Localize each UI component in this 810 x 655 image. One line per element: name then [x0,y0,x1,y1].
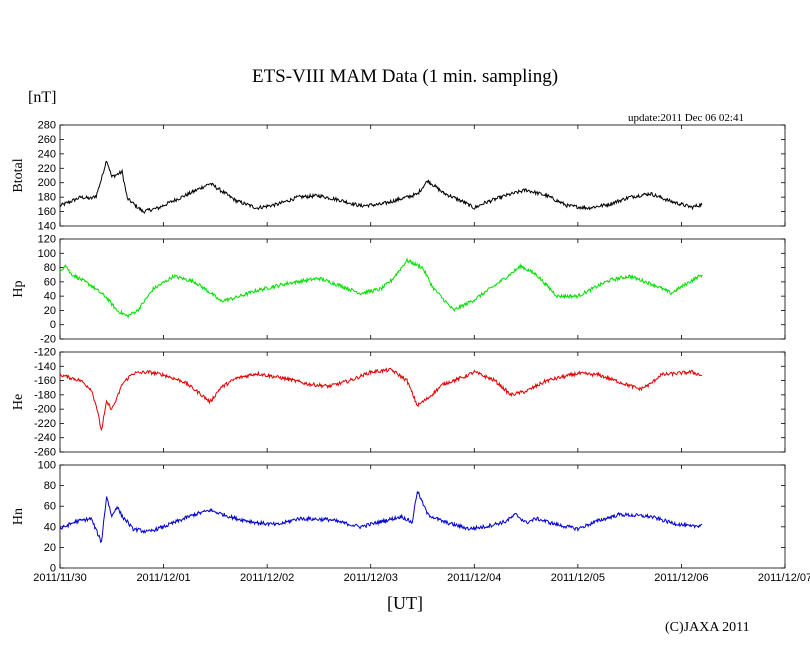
ytick-label-hn: 60 [44,501,56,513]
panel-frame-he [59,351,786,453]
ytick-label-btotal: 240 [38,148,56,160]
ytick-label-hp: -20 [40,334,56,346]
xtick-label: 2011/12/04 [447,572,501,584]
xtick-label: 2011/12/07 [758,572,810,584]
ytick-label-btotal: 140 [38,221,56,233]
copyright: (C)JAXA 2011 [665,620,750,635]
ytick-label-btotal: 200 [38,177,56,189]
ytick-label-hn: 0 [50,563,56,575]
ytick-label-hp: 100 [38,248,56,260]
ytick-label-he: -200 [34,404,56,416]
ytick-label-he: -220 [34,418,56,430]
panel-label-hp: Hp [11,280,26,297]
xtick-label: 2011/12/01 [136,572,190,584]
ytick-label-he: -240 [34,432,56,444]
ytick-label-btotal: 180 [38,192,56,204]
ytick-label-he: -140 [34,361,56,373]
ytick-label-hn: 20 [44,542,56,554]
update-timestamp: update:2011 Dec 06 02:41 [628,112,744,124]
xtick-label: 2011/12/03 [344,572,398,584]
series-line-hn [59,490,703,544]
ytick-label-hp: 0 [50,319,56,331]
xtick-label: 2011/12/02 [240,572,294,584]
ytick-label-hp: 80 [44,262,56,274]
panel-label-btotal: Btotal [11,158,26,192]
panel-frame-btotal [59,124,786,227]
ytick-label-hn: 100 [38,460,56,472]
ytick-label-he: -120 [34,347,56,359]
xtick-label: 2011/12/06 [654,572,708,584]
unit-label: [nT] [28,89,57,106]
panel-frame-hp [59,238,786,340]
series-line-he [59,367,703,432]
panel-label-he: He [11,394,26,410]
ytick-label-he: -160 [34,375,56,387]
series-line-btotal [59,160,703,215]
ytick-label-he: -180 [34,389,56,401]
panel-frame-hn [59,464,786,569]
ytick-label-hp: 60 [44,276,56,288]
ytick-label-hp: 120 [38,234,56,246]
ytick-label-hp: 40 [44,291,56,303]
ytick-label-btotal: 280 [38,120,56,132]
ytick-label-btotal: 160 [38,206,56,218]
xtick-label: 2011/12/05 [551,572,605,584]
ytick-label-hp: 20 [44,305,56,317]
ytick-label-btotal: 220 [38,163,56,175]
ytick-label-btotal: 260 [38,134,56,146]
panel-label-hn: Hn [11,508,26,525]
chart-title: ETS-VIII MAM Data (1 min. sampling) [251,66,559,87]
ytick-label-he: -260 [34,447,56,459]
series-line-hp [59,257,703,319]
x-axis-label: [UT] [387,593,423,613]
xtick-label: 2011/11/30 [33,572,86,584]
ytick-label-hn: 40 [44,521,56,533]
ytick-label-hn: 80 [44,480,56,492]
